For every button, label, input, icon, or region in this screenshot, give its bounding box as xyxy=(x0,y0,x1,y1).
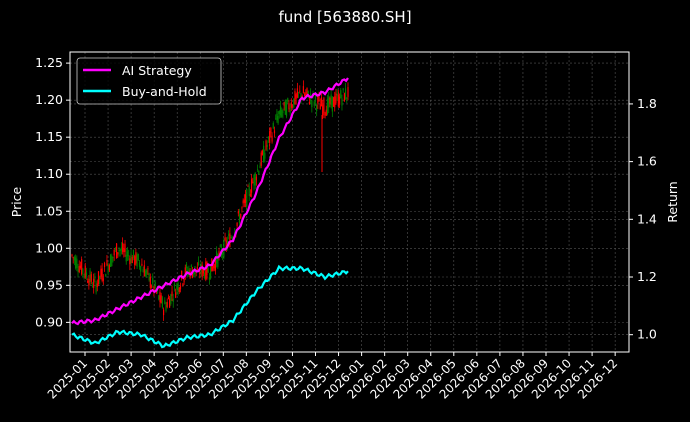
y-tick-label-left: 0.95 xyxy=(35,277,63,292)
y-tick-label-left: 1.00 xyxy=(35,240,63,255)
y-tick-label-right: 1.6 xyxy=(637,154,657,169)
price-candles xyxy=(71,80,349,321)
legend-label: AI Strategy xyxy=(122,63,192,78)
buy-and-hold-line xyxy=(71,264,349,349)
chart-title: fund [563880.SH] xyxy=(278,8,412,26)
y-tick-label-right: 1.4 xyxy=(637,211,657,226)
y-tick-label-left: 1.05 xyxy=(35,203,63,218)
y-tick-label-left: 1.10 xyxy=(35,166,63,181)
y-tick-label-left: 1.15 xyxy=(35,129,63,144)
y-tick-label-left: 1.20 xyxy=(35,92,63,107)
y-axis-label-right: Return xyxy=(665,181,680,222)
ai-strategy-line xyxy=(71,77,349,326)
legend-label: Buy-and-Hold xyxy=(122,84,207,99)
y-tick-label-left: 0.90 xyxy=(35,314,63,329)
y-tick-label-right: 1.2 xyxy=(637,269,657,284)
y-tick-label-left: 1.25 xyxy=(35,55,63,70)
y-tick-label-right: 1.0 xyxy=(637,327,657,342)
axes-frame xyxy=(69,51,630,353)
y-tick-label-right: 1.8 xyxy=(637,96,657,111)
y-axis-label-left: Price xyxy=(9,186,24,217)
legend: AI Strategy Buy-and-Hold xyxy=(76,57,222,105)
